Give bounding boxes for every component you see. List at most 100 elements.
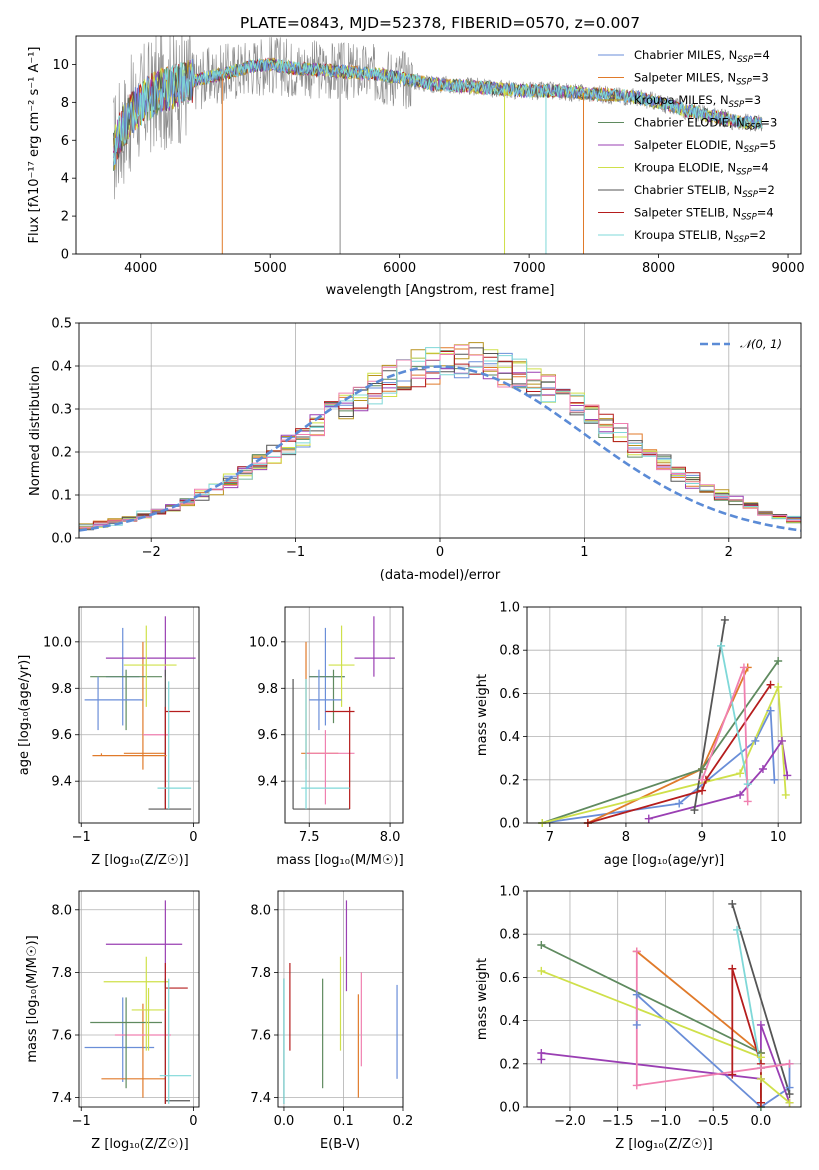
plot-frame xyxy=(526,606,802,824)
y-tick-label: 0.6 xyxy=(499,971,520,986)
x-tick-label: 4000 xyxy=(124,261,157,276)
x-tick-label: 9000 xyxy=(772,261,805,276)
x-tick-label: −2.0 xyxy=(554,1114,586,1129)
plot-frame xyxy=(526,890,802,1108)
y-tick-label: 8.0 xyxy=(51,903,72,918)
data-marker xyxy=(785,1059,794,1068)
x-tick-label: 0.1 xyxy=(333,1114,354,1129)
chart-title: PLATE=0843, MJD=52378, FIBERID=0570, z=0… xyxy=(240,14,640,32)
y-tick-label: 0.8 xyxy=(499,644,520,659)
x-tick-label: 8.0 xyxy=(380,830,401,845)
plot-area xyxy=(79,342,801,532)
x-tick-label: 7 xyxy=(546,830,554,845)
model-spectrum-line xyxy=(113,58,763,165)
legend-entry: Chabrier ELODIE, NSSP=3 xyxy=(634,116,777,133)
data-marker xyxy=(537,941,546,949)
y-tick-label: 8.0 xyxy=(250,903,271,918)
y-tick-label: 9.4 xyxy=(51,775,72,790)
x-tick-label: 0.0 xyxy=(751,1114,772,1129)
y-tick-label: 0.0 xyxy=(499,817,520,832)
data-marker xyxy=(774,682,783,691)
y-tick-label: 0.2 xyxy=(499,773,520,788)
y-axis-label: mass [log₁₀(M/M☉)] xyxy=(25,935,40,1062)
x-tick-label: 7000 xyxy=(513,261,546,276)
x-tick-label: 6000 xyxy=(383,261,416,276)
x-tick-label: 0.0 xyxy=(274,1114,295,1129)
x-tick-label: 5000 xyxy=(254,261,287,276)
y-tick-label: 7.4 xyxy=(51,1091,72,1106)
x-tick-label: −0.5 xyxy=(697,1114,729,1129)
grid-lines xyxy=(527,890,801,1108)
y-tick-label: 0.2 xyxy=(51,446,72,461)
data-marker xyxy=(785,1090,794,1099)
data-marker xyxy=(632,1020,641,1029)
x-tick-label: −1 xyxy=(286,545,305,560)
y-tick-label: 9.6 xyxy=(51,728,72,743)
y-axis-label: mass weight xyxy=(475,674,490,756)
data-marker xyxy=(728,899,737,908)
y-tick-label: 10 xyxy=(52,58,69,73)
data-marker xyxy=(785,1098,794,1107)
x-axis-label: Z [log₁₀(Z/Z☉)] xyxy=(91,1137,188,1152)
y-tick-label: 0.8 xyxy=(499,928,520,943)
data-marker xyxy=(690,806,699,815)
data-marker xyxy=(632,1081,641,1090)
grid-lines xyxy=(79,891,199,1107)
x-tick-label: −2 xyxy=(142,545,161,560)
x-tick-label: 0 xyxy=(189,830,197,845)
x-tick-label: 7.5 xyxy=(299,830,320,845)
mass-weight-line xyxy=(541,660,779,823)
data-marker xyxy=(756,1098,765,1107)
y-tick-label: 1.0 xyxy=(499,885,520,900)
y-tick-label: 7.8 xyxy=(250,966,271,981)
data-marker xyxy=(698,786,707,795)
data-marker xyxy=(537,966,546,975)
plot-frame xyxy=(78,322,802,539)
y-tick-label: 0.0 xyxy=(499,1101,520,1116)
data-marker xyxy=(781,790,790,799)
legend-entry: Kroupa STELIB, NSSP=2 xyxy=(634,228,766,245)
mass-weight-line xyxy=(636,950,762,1103)
plot-frame xyxy=(78,890,200,1108)
chart-7: −2.0 −1.5 −1.0 −0.5 0.0 0.0 0.2 0.4 0.6 0.8 1.0 Z [… xyxy=(475,885,802,1152)
legend-entry: Chabrier MILES, NSSP=4 xyxy=(634,48,770,65)
y-tick-label: 0.4 xyxy=(499,730,520,745)
x-tick-label: 0 xyxy=(189,1114,197,1129)
plot-frame xyxy=(75,35,802,255)
legend-entry: Salpeter MILES, NSSP=3 xyxy=(634,71,769,88)
x-tick-label: 8 xyxy=(622,830,630,845)
chart-6: 0.0 0.1 0.2 7.4 7.6 7.8 8.0 E(B-V) xyxy=(250,890,413,1152)
data-marker xyxy=(675,799,684,808)
legend-entry: Kroupa MILES, NSSP=3 xyxy=(634,93,761,110)
mass-weight-line xyxy=(736,929,762,1069)
mass-weight-line xyxy=(693,619,726,811)
data-marker xyxy=(733,925,742,934)
y-tick-label: 0.0 xyxy=(51,532,72,547)
y-tick-label: 7.4 xyxy=(250,1091,271,1106)
y-tick-label: 1.0 xyxy=(499,601,520,616)
chart-0: 4000 5000 6000 7000 8000 9000 0 2 4 6 8 10 PLATE=084… xyxy=(27,14,805,298)
y-tick-label: 7.6 xyxy=(51,1029,72,1044)
data-marker xyxy=(632,990,641,999)
y-tick-label: 10.0 xyxy=(43,635,72,650)
data-marker xyxy=(766,706,775,715)
y-tick-label: 7.6 xyxy=(250,1029,271,1044)
data-marker xyxy=(728,964,737,973)
y-axis-label: mass weight xyxy=(475,958,490,1040)
mass-weight-line xyxy=(731,903,791,1095)
x-tick-label: −1 xyxy=(72,830,91,845)
x-axis-label: (data-model)/error xyxy=(380,568,501,583)
plot-area xyxy=(84,900,192,1104)
data-marker xyxy=(736,769,745,778)
y-axis-label: Normed distribution xyxy=(28,366,43,496)
data-marker xyxy=(756,1064,765,1073)
plot-area xyxy=(113,36,763,254)
legend-entry: Kroupa ELODIE, NSSP=4 xyxy=(634,161,769,178)
plot-frame xyxy=(277,890,404,1108)
y-tick-label: 0.3 xyxy=(51,403,72,418)
plot-area xyxy=(283,900,398,1104)
chart-5: −1 0 7.4 7.6 7.8 8.0 Z [log₁₀(Z/Z☉)] mass [log₁… xyxy=(25,890,200,1152)
y-axis-label: Flux [fλ10⁻¹⁷ erg cm⁻² s⁻¹ A⁻¹] xyxy=(27,47,42,244)
plot-frame xyxy=(78,606,200,824)
